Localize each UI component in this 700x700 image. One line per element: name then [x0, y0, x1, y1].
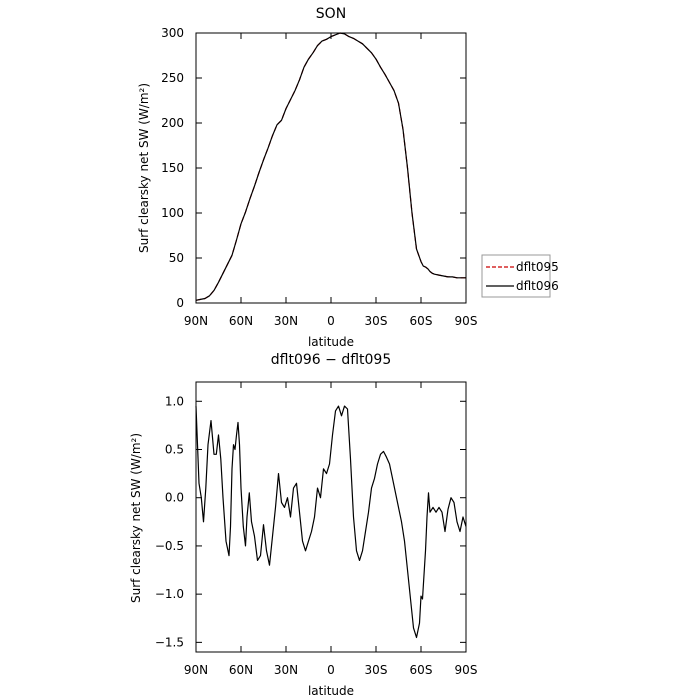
top-chart-y-axis-label: Surf clearsky net SW (W/m²) — [137, 83, 151, 253]
bottom-x-tick-label: 60N — [229, 663, 253, 677]
bottom-y-tick-label: −1.0 — [155, 587, 184, 601]
top-y-tick-label: 150 — [161, 161, 184, 175]
top-x-tick-label: 60S — [410, 314, 433, 328]
legend: dflt095 dflt096 — [481, 254, 559, 298]
bottom-x-tick-label: 90N — [184, 663, 208, 677]
top-chart-ticks: 90N 60N 30N 0 30S 60S 90S 0 50 100 150 200 250 300 — [161, 26, 477, 328]
top-chart-panel: SON 90N 60N 30N 0 30S 60S 90S 0 50 100 150 200 250 30… — [137, 6, 477, 349]
bottom-y-tick-label: 1.0 — [165, 394, 184, 408]
top-chart-x-axis-label: latitude — [308, 335, 354, 349]
bottom-y-tick-label: −1.5 — [155, 635, 184, 649]
top-chart-title: SON — [316, 6, 346, 22]
top-y-tick-label: 200 — [161, 116, 184, 130]
bottom-y-tick-label: 0.5 — [165, 443, 184, 457]
legend-label-dflt096: dflt096 — [516, 279, 559, 293]
top-series-line-dflt096 — [195, 32, 466, 301]
top-x-tick-label: 30N — [274, 314, 298, 328]
top-chart-marks — [195, 32, 466, 301]
bottom-y-tick-label: 0.0 — [165, 491, 184, 505]
bottom-y-tick-label: −0.5 — [155, 539, 184, 553]
bottom-chart-ticks: 90N 60N 30N 0 30S 60S 90S 1.0 0.5 0.0 −0.5 −1.0 −1.5 — [155, 382, 478, 677]
bottom-chart-y-axis-label: Surf clearsky net SW (W/m²) — [129, 433, 143, 603]
bottom-chart-title: dflt096 − dflt095 — [271, 352, 391, 368]
top-y-tick-label: 250 — [161, 71, 184, 85]
bottom-x-tick-label: 30S — [365, 663, 388, 677]
top-x-tick-label: 30S — [365, 314, 388, 328]
top-x-tick-label: 90S — [455, 314, 478, 328]
bottom-x-tick-label: 60S — [410, 663, 433, 677]
top-y-tick-label: 0 — [176, 296, 184, 310]
bottom-chart-x-axis-label: latitude — [308, 684, 354, 698]
bottom-x-tick-label: 0 — [327, 663, 335, 677]
top-chart-plot-frame — [195, 32, 467, 304]
bottom-chart-panel: dflt096 − dflt095 90N 60N 30N 0 30S 60S 90S 1.0… — [129, 352, 477, 698]
legend-label-dflt095: dflt095 — [516, 260, 559, 274]
top-y-tick-label: 50 — [169, 251, 184, 265]
bottom-x-tick-label: 30N — [274, 663, 298, 677]
top-y-tick-label: 100 — [161, 206, 184, 220]
bottom-chart-marks — [195, 405, 467, 639]
top-y-tick-label: 300 — [161, 26, 184, 40]
top-x-tick-label: 0 — [327, 314, 335, 328]
bottom-chart-plot-frame — [195, 381, 467, 653]
top-series-line-dflt095 — [195, 32, 466, 301]
legend-box — [481, 254, 551, 298]
bottom-x-tick-label: 90S — [455, 663, 478, 677]
bottom-series-line-series-0 — [195, 405, 467, 639]
top-x-tick-label: 60N — [229, 314, 253, 328]
top-x-tick-label: 90N — [184, 314, 208, 328]
